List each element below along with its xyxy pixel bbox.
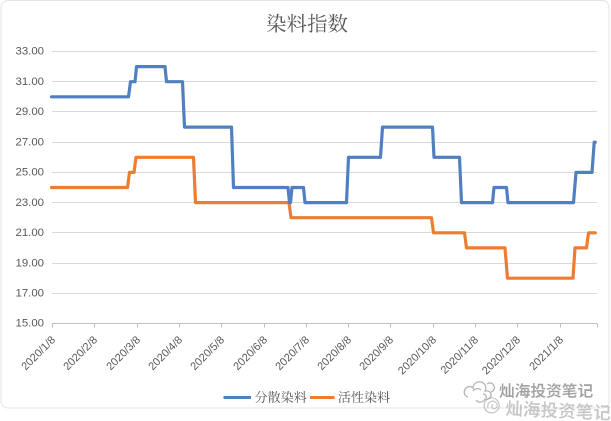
svg-text:25.00: 25.00 [15,167,44,179]
svg-text:23.00: 23.00 [15,197,44,209]
svg-text:19.00: 19.00 [15,257,44,269]
svg-text:17.00: 17.00 [15,288,44,300]
svg-text:31.00: 31.00 [15,76,44,88]
svg-text:15.00: 15.00 [15,318,44,330]
svg-text:33.00: 33.00 [15,46,44,58]
svg-text:21.00: 21.00 [15,227,44,239]
svg-text:29.00: 29.00 [15,106,44,118]
svg-text:27.00: 27.00 [15,136,44,148]
